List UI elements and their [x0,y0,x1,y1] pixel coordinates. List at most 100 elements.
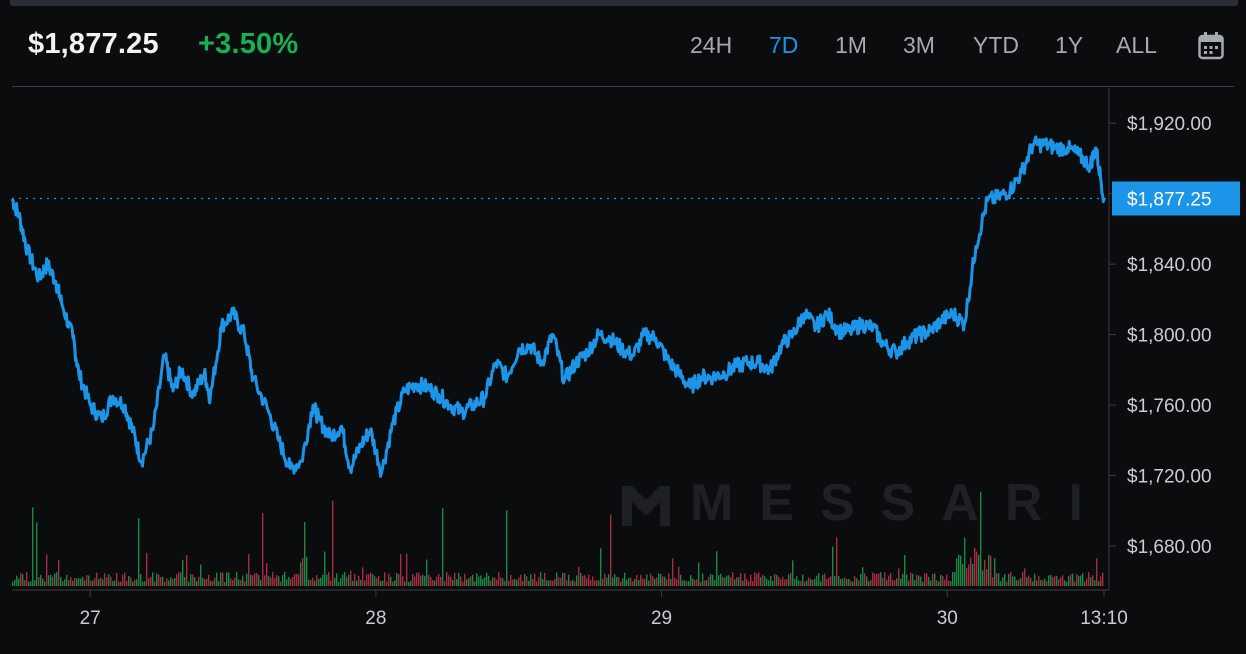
volume-bar [166,578,168,586]
volume-bar [1036,580,1038,586]
volume-bar [284,571,286,586]
volume-bar [170,577,172,586]
volume-bar [658,573,660,586]
volume-bar [880,572,882,586]
volume-bar [296,573,298,586]
y-tick-label: $1,840.00 [1127,255,1212,276]
volume-bar [938,581,940,586]
volume-bar [62,581,64,586]
volume-bar [484,577,486,586]
volume-bar [146,552,148,586]
volume-bar [806,580,808,586]
volume-bar [898,568,900,586]
volume-bar [816,575,818,586]
volume-bar [84,580,86,586]
volume-bar [522,580,524,586]
volume-bar [692,578,694,586]
volume-bar [606,577,608,586]
calendar-icon[interactable] [1198,32,1224,60]
volume-bar [46,554,48,586]
volume-bar [720,573,722,586]
volume-bar [1032,581,1034,586]
volume-bar [372,574,374,586]
volume-bar [214,577,216,586]
volume-bar [802,574,804,586]
volume-bar [998,573,1000,586]
volume-bar [638,580,640,586]
volume-bar [986,569,988,586]
volume-bar [710,574,712,586]
volume-bar [1088,572,1090,586]
volume-bar [1042,580,1044,586]
volume-bar [208,574,210,586]
volume-bar [674,577,676,586]
volume-bar [446,572,448,586]
volume-bar [368,574,370,586]
volume-bar [348,574,350,586]
range-1y[interactable]: 1Y [1055,32,1084,58]
x-axis-ticks: 27 28 29 30 13:10 [80,590,1128,629]
volume-bar [76,578,78,586]
volume-bar [1026,577,1028,586]
volume-bar [398,573,400,586]
volume-bar [116,572,118,586]
volume-bar [388,573,390,586]
range-3m[interactable]: 3M [903,32,935,58]
volume-bar [1012,576,1014,586]
range-all[interactable]: ALL [1116,32,1157,58]
volume-bar [464,573,466,586]
volume-bar [892,579,894,586]
volume-bar [222,572,224,586]
volume-bar [112,581,114,586]
volume-bar [1056,576,1058,586]
volume-bar [144,581,146,586]
volume-bar [584,575,586,586]
volume-bar [476,573,478,586]
volume-bar [1064,580,1066,586]
volume-bar [536,581,538,586]
volume-bar [964,537,966,586]
volume-bar [918,575,920,586]
volume-bar [28,581,30,586]
volume-bar [748,581,750,586]
volume-bar [316,575,318,586]
volume-bar [434,580,436,586]
volume-bar [44,581,46,586]
volume-bar [1046,581,1048,586]
volume-bar [26,572,28,586]
volume-bar [888,575,890,586]
volume-bar [762,574,764,586]
volume-bar [418,572,420,586]
volume-bar [844,577,846,586]
volume-bar [596,579,598,586]
volume-bar [968,564,970,586]
volume-bar [334,577,336,586]
range-1m[interactable]: 1M [835,32,867,58]
volume-bar [442,508,444,586]
range-24h[interactable]: 24H [690,32,733,58]
volume-bar [136,579,138,586]
volume-bar [910,572,912,586]
volume-bar [498,572,500,586]
volume-bar [1092,575,1094,586]
volume-bar [168,580,170,586]
volume-bar [508,580,510,586]
volume-bar [320,577,322,586]
x-tick-label: 27 [80,608,101,629]
volume-bar [524,573,526,586]
range-7d[interactable]: 7D [769,32,799,58]
volume-bar [716,551,718,586]
volume-bar [626,579,628,586]
volume-bar [870,579,872,586]
volume-bar [914,580,916,586]
volume-bar [152,572,154,586]
volume-bar [306,556,308,586]
volume-bar [688,581,690,586]
volume-bar [610,514,612,586]
volume-bar [354,573,356,586]
volume-bar [438,573,440,586]
volume-bar [364,580,366,586]
range-ytd[interactable]: YTD [973,32,1019,58]
volume-bar [834,576,836,586]
